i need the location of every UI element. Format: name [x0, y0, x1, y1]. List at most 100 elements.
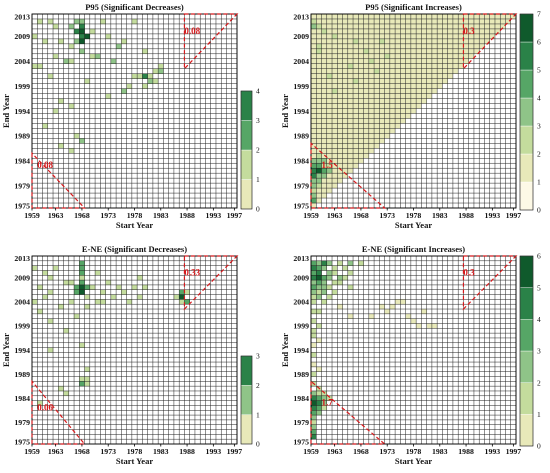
x-tick-label: 1973	[100, 211, 116, 220]
heatmap-cell	[74, 18, 80, 25]
heatmap-cell	[400, 23, 406, 29]
heatmap-cell	[347, 133, 354, 139]
heatmap-cell	[332, 118, 338, 124]
colorbar-tick-label: 2	[537, 150, 541, 159]
heatmap-cell	[500, 18, 506, 24]
heatmap-cell	[316, 309, 322, 315]
heatmap-cell	[79, 284, 85, 290]
heatmap-cell	[316, 78, 322, 84]
heatmap-cell	[326, 33, 333, 39]
heatmap-cell	[326, 53, 333, 59]
heatmap-cell	[473, 38, 480, 44]
heatmap-cell	[321, 103, 327, 109]
heatmap-cell	[368, 88, 375, 94]
heatmap-cell	[384, 103, 390, 109]
heatmap-cell	[42, 38, 48, 45]
heatmap-cell	[379, 28, 385, 34]
heatmap-cell	[342, 83, 348, 89]
heatmap-cell	[347, 83, 354, 89]
heatmap-cell	[463, 38, 469, 44]
heatmap-cell	[431, 83, 438, 89]
panel-title: P95 (Significant Increases)	[365, 2, 462, 12]
heatmap-cell	[316, 395, 322, 401]
heatmap-cell	[416, 23, 422, 29]
heatmap-cell	[126, 83, 133, 89]
heatmap-cell	[384, 18, 390, 24]
heatmap-cell	[311, 73, 317, 79]
heatmap-cell	[32, 33, 38, 40]
heatmap-cell	[353, 38, 359, 45]
heatmap-cell	[142, 284, 148, 290]
heatmap-cell	[447, 28, 453, 34]
heatmap-cell	[431, 33, 438, 39]
heatmap-cell	[326, 138, 333, 144]
heatmap-cell	[368, 93, 375, 99]
heatmap-cell	[347, 58, 354, 64]
heatmap-cell	[389, 33, 396, 39]
heatmap-cell	[337, 58, 343, 64]
heatmap-cell	[405, 18, 411, 24]
heatmap-cell	[342, 38, 348, 44]
heatmap-cell	[337, 23, 343, 29]
heatmap-cell	[363, 98, 369, 104]
heatmap-cell	[311, 148, 317, 154]
heatmap-cell	[342, 275, 348, 281]
heatmap-cell	[316, 138, 322, 144]
heatmap-cell	[416, 33, 422, 39]
heatmap-cell	[400, 14, 406, 19]
heatmap-cell	[311, 168, 317, 174]
heatmap-cell	[342, 153, 348, 159]
heatmap-cell	[421, 14, 427, 19]
heatmap-cell	[468, 28, 474, 34]
heatmap-cell	[384, 68, 390, 74]
heatmap-cell	[311, 333, 317, 339]
y-tick-label: 1989	[14, 132, 30, 141]
heatmap-cell	[458, 33, 464, 39]
x-tick-label: 1993	[485, 211, 501, 220]
y-axis-label: End Year	[280, 333, 290, 367]
heatmap-cell	[442, 73, 448, 79]
heatmap-cell	[363, 33, 369, 39]
heatmap-cell	[131, 73, 138, 79]
heatmap-cell	[379, 68, 385, 74]
heatmap-cell	[353, 33, 359, 39]
heatmap-cell	[505, 18, 511, 24]
heatmap-cell	[468, 33, 474, 39]
heatmap-cell	[332, 148, 338, 154]
heatmap-cell	[347, 313, 354, 319]
heatmap-cell	[379, 78, 385, 84]
heatmap-cell	[489, 23, 495, 29]
heatmap-cell	[395, 43, 401, 49]
triangle-annotation: 0.06	[37, 402, 53, 412]
heatmap-cell	[358, 260, 364, 266]
y-tick-label: 2004	[293, 298, 309, 307]
heatmap-cell	[353, 163, 359, 169]
heatmap-cell	[426, 23, 432, 29]
heatmap-cell	[311, 118, 317, 124]
heatmap-cell	[32, 63, 38, 69]
colorbar-tick-label: 5	[537, 66, 541, 75]
heatmap-cell	[326, 173, 333, 179]
heatmap-cell	[384, 98, 390, 104]
heatmap-cell	[89, 284, 96, 290]
heatmap-cell	[68, 280, 75, 286]
heatmap-cell	[342, 63, 348, 69]
heatmap-cell	[332, 163, 338, 169]
heatmap-cell	[326, 294, 333, 300]
heatmap-cell	[311, 43, 317, 49]
heatmap-cell	[400, 38, 406, 44]
heatmap-cell	[368, 14, 375, 19]
heatmap-cell	[405, 73, 411, 79]
heatmap-cell	[311, 193, 317, 199]
heatmap-cell	[63, 280, 69, 286]
colorbar-segment	[240, 120, 253, 151]
x-tick-label: 1983	[153, 211, 169, 220]
heatmap-cell	[494, 28, 501, 34]
heatmap-cell	[53, 23, 59, 30]
heatmap-cell	[479, 38, 485, 44]
heatmap-cell	[84, 381, 91, 387]
heatmap-cell	[347, 113, 354, 119]
heatmap-cell	[58, 38, 64, 45]
heatmap-cell	[347, 163, 354, 169]
heatmap-cell	[316, 163, 322, 169]
